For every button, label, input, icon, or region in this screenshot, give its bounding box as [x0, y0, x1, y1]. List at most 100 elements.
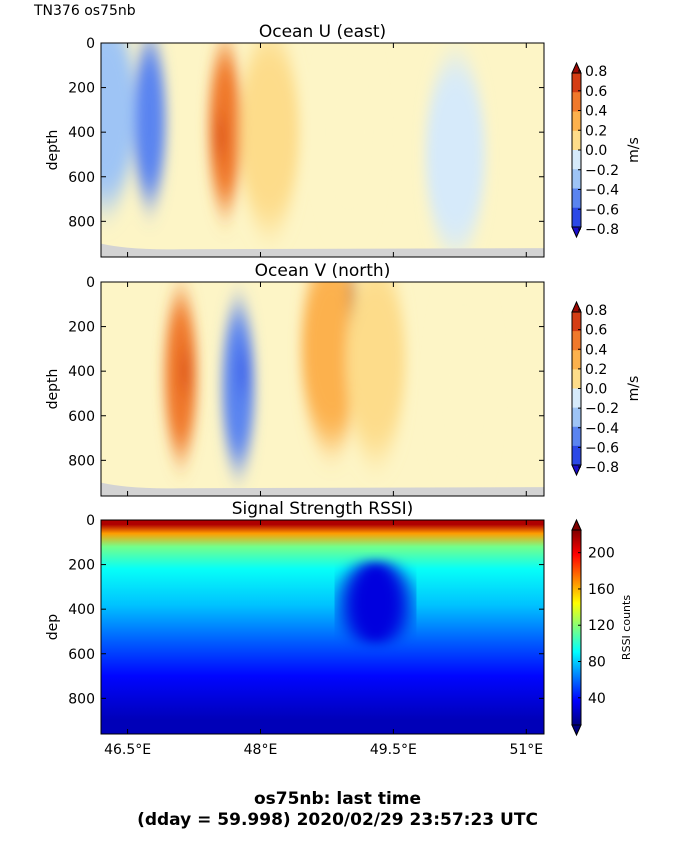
- xtick-label: 46.5°E: [104, 742, 151, 758]
- velocity-feature: [179, 355, 192, 388]
- ytick-label: 0: [86, 275, 95, 291]
- ytick-label: 600: [68, 170, 95, 186]
- velocity-feature: [301, 282, 362, 444]
- panel-0: Ocean U (east)0200400600800depth0.80.60.…: [45, 22, 642, 258]
- colorbar-band: [572, 388, 581, 409]
- colorbar-body: [572, 530, 581, 725]
- velocity-feature: [133, 43, 166, 201]
- rssi-background: [101, 520, 544, 734]
- colorbar-tick-label: 0.2: [585, 123, 607, 139]
- panel-title: Ocean U (east): [259, 22, 386, 42]
- velocity-feature: [425, 59, 486, 250]
- xtick-label: 51°E: [509, 742, 543, 758]
- colorbar-band: [572, 150, 581, 170]
- heatmap-field: [101, 43, 544, 257]
- velocity-feature: [236, 355, 249, 388]
- velocity-feature: [101, 43, 136, 205]
- ylabel: dep: [45, 614, 61, 641]
- ylabel: depth: [45, 369, 61, 410]
- panel-title: Ocean V (north): [255, 261, 391, 281]
- colorbar-tick-label: 0.4: [585, 342, 607, 358]
- colorbar-band: [572, 130, 581, 151]
- colorbar-tick-label: 0.0: [585, 143, 607, 159]
- ytick-label: 200: [68, 81, 95, 97]
- heatmap-field: [101, 520, 544, 734]
- xtick-label: 49.5°E: [370, 742, 417, 758]
- colorbar-tick-label: −0.4: [585, 421, 619, 437]
- ylabel: depth: [45, 130, 61, 171]
- ytick-label: 0: [86, 513, 95, 529]
- colorbar-band: [572, 331, 581, 351]
- ytick-label: 200: [68, 320, 95, 336]
- ytick-label: 0: [86, 36, 95, 52]
- velocity-feature: [434, 287, 495, 478]
- colorbar-tick-label: 0.6: [585, 84, 607, 100]
- panel-title: Signal Strength RSSI): [232, 499, 414, 519]
- ytick-label: 800: [68, 453, 95, 469]
- figure: Ocean U (east)0200400600800depth0.80.60.…: [45, 22, 642, 758]
- colorbar-tick-label: −0.6: [585, 202, 619, 218]
- velocity-features: [164, 282, 495, 478]
- velocity-feature: [214, 120, 227, 153]
- no-data-area: [101, 482, 544, 496]
- ytick-label: 200: [68, 558, 95, 574]
- colorbar-band: [572, 407, 581, 428]
- velocity-feature: [222, 306, 255, 467]
- colorbar-tick-label: 0.4: [585, 104, 607, 120]
- colorbar-tick-label: 120: [588, 618, 615, 634]
- colorbar-band: [572, 111, 581, 132]
- colorbar-frame: [571, 529, 582, 726]
- colorbar-extend-top: [571, 518, 582, 531]
- colorbar-band: [572, 73, 581, 93]
- footer-line-2: (dday = 59.998) 2020/02/29 23:57:23 UTC: [137, 810, 538, 830]
- ytick-label: 600: [68, 409, 95, 425]
- colorbar: 0.8 0.6 0.4 0.2 0.0 −0.2 −0.4 −0.6 −0.8 m/s: [571, 61, 642, 239]
- ytick-label: 800: [68, 691, 95, 707]
- heatmap-field: [101, 282, 544, 496]
- colorbar-label: m/s: [626, 137, 642, 163]
- colorbar-tick-label: 0.6: [585, 323, 607, 339]
- colorbar-tick-label: 200: [588, 546, 615, 562]
- colorbar-tick-label: −0.2: [585, 163, 619, 179]
- colorbar-tick-label: −0.2: [585, 401, 619, 417]
- colorbar-tick-label: −0.8: [585, 222, 619, 238]
- colorbar-band: [572, 169, 581, 189]
- colorbar-tick-label: −0.4: [585, 183, 619, 199]
- ytick-label: 400: [68, 125, 95, 141]
- colorbar: 200 160 120 80 40 RSSI counts: [571, 518, 633, 737]
- colorbar-band: [572, 312, 581, 332]
- no-data-area: [101, 243, 544, 257]
- colorbar: 0.8 0.6 0.4 0.2 0.0 −0.2 −0.4 −0.6 −0.8 m/s: [571, 300, 642, 477]
- panel-2: Signal Strength RSSI) 0 200 400 600 800 dep 46.…: [45, 499, 633, 758]
- colorbar-tick-label: 0.8: [585, 303, 607, 319]
- footer-line-1: os75nb: last time: [253, 789, 422, 809]
- velocity-features: [101, 43, 486, 250]
- ytick-label: 600: [68, 647, 95, 663]
- colorbar-band: [572, 445, 581, 466]
- colorbar-tick-label: 0.8: [585, 64, 607, 80]
- colorbar-extend-bottom: [571, 724, 582, 737]
- colorbar-band: [572, 350, 581, 370]
- colorbar-tick-label: 80: [588, 655, 606, 671]
- colorbar-tick-label: 40: [588, 691, 606, 707]
- plot-frame: [100, 281, 545, 497]
- colorbar-band: [572, 92, 581, 112]
- cruise-label: TN376 os75nb: [34, 3, 136, 19]
- colorbar-tick-label: 160: [588, 582, 615, 598]
- velocity-feature: [319, 43, 380, 228]
- xtick-label: 48°E: [244, 742, 278, 758]
- colorbar-band: [572, 426, 581, 447]
- colorbar-label: RSSI counts: [620, 595, 633, 660]
- rssi-feature: [341, 560, 410, 645]
- ytick-label: 400: [68, 602, 95, 618]
- plot-frame: [100, 42, 545, 258]
- rssi-features: [341, 560, 410, 645]
- colorbar-tick-label: 0.0: [585, 382, 607, 398]
- colorbar-tick-label: −0.6: [585, 440, 619, 456]
- velocity-feature: [239, 43, 300, 228]
- colorbar-band: [572, 188, 581, 209]
- colorbar-tick-label: 0.2: [585, 362, 607, 378]
- colorbar-label: m/s: [626, 376, 642, 402]
- colorbar-tick-label: −0.8: [585, 460, 619, 476]
- colorbar-band: [572, 207, 581, 228]
